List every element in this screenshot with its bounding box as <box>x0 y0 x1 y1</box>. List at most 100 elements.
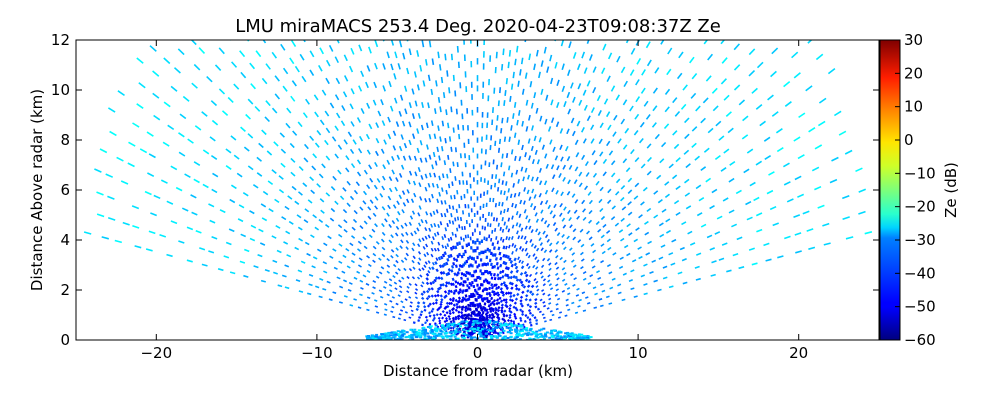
range-gate <box>440 298 444 302</box>
range-gate <box>808 127 816 133</box>
range-gate <box>250 83 256 90</box>
range-gate <box>497 301 501 305</box>
range-gate <box>526 284 531 289</box>
range-gate <box>498 178 501 184</box>
range-gate <box>401 276 405 280</box>
range-gate <box>319 119 325 126</box>
range-gate <box>590 138 595 144</box>
range-gate <box>672 97 678 104</box>
range-gate <box>827 67 836 75</box>
range-gate <box>431 266 435 271</box>
range-gate <box>455 208 458 214</box>
range-gate <box>504 273 508 277</box>
range-gate <box>436 198 440 204</box>
range-gate <box>549 310 553 313</box>
range-gate <box>661 208 667 213</box>
range-gate <box>249 210 255 215</box>
range-gate <box>408 48 412 56</box>
surface-gate <box>479 335 483 338</box>
range-gate <box>514 155 517 161</box>
range-gate <box>308 273 314 277</box>
surface-gate <box>569 337 573 339</box>
range-gate <box>651 259 657 263</box>
surface-gate <box>382 337 386 340</box>
range-gate <box>411 247 415 252</box>
range-gate <box>368 234 373 239</box>
range-gate <box>416 304 420 308</box>
y-tick-label: 8 <box>60 131 70 149</box>
range-gate <box>558 173 562 178</box>
range-gate <box>239 50 246 58</box>
range-gate <box>508 257 512 262</box>
range-gate <box>318 218 324 224</box>
range-gate <box>573 179 578 185</box>
range-gate <box>366 184 371 190</box>
range-gate <box>447 301 452 306</box>
range-gate <box>583 104 588 111</box>
range-gate <box>430 247 434 252</box>
surface-gate <box>433 335 436 338</box>
range-gate <box>425 272 430 277</box>
range-gate <box>510 298 515 303</box>
range-gate <box>291 40 297 48</box>
range-gate <box>512 293 516 298</box>
range-gate <box>615 191 620 196</box>
range-gate <box>561 241 566 245</box>
range-gate <box>499 226 502 231</box>
range-gate <box>586 80 591 87</box>
range-gate <box>408 316 412 319</box>
range-gate <box>437 125 440 131</box>
range-gate <box>504 303 508 308</box>
range-gate <box>210 154 218 160</box>
range-gate <box>495 298 500 302</box>
range-gate <box>418 238 422 243</box>
range-gate <box>510 149 514 155</box>
range-gate <box>574 199 579 204</box>
surface-gate <box>410 334 414 337</box>
range-gate <box>748 48 756 56</box>
range-gate <box>412 321 416 324</box>
range-gate <box>450 265 455 269</box>
range-gate <box>325 155 331 161</box>
range-gate <box>452 127 455 133</box>
range-gate <box>491 290 495 294</box>
range-gate <box>391 305 395 309</box>
range-gate <box>400 164 405 170</box>
surface-gate <box>470 327 474 330</box>
range-gate <box>454 317 458 321</box>
range-gate <box>343 219 348 224</box>
range-gate <box>495 217 498 222</box>
colorbar-tick-label: −30 <box>904 231 936 249</box>
range-gate <box>498 201 501 207</box>
range-gate <box>466 307 470 311</box>
range-gate <box>304 208 310 213</box>
range-gate <box>427 74 431 82</box>
range-gate <box>498 276 502 281</box>
range-gate <box>342 209 348 214</box>
range-gate <box>643 283 648 286</box>
range-gate <box>327 235 332 240</box>
range-gate <box>332 248 337 252</box>
range-gate <box>649 270 654 274</box>
range-gate <box>265 100 271 107</box>
range-gate <box>695 184 702 190</box>
range-gate <box>521 248 525 252</box>
range-gate <box>514 306 518 310</box>
range-gate <box>356 159 362 165</box>
range-gate <box>550 99 554 106</box>
range-gate <box>418 182 422 188</box>
range-gate <box>858 188 866 193</box>
range-gate <box>371 228 376 233</box>
range-gate <box>392 204 397 209</box>
range-gate <box>513 314 517 318</box>
range-gate <box>532 253 536 257</box>
surface-gate <box>446 325 450 328</box>
range-gate <box>609 286 614 290</box>
range-gate <box>563 259 567 264</box>
range-gate <box>491 242 495 247</box>
range-gate <box>170 85 178 92</box>
range-gate <box>518 156 522 162</box>
range-gate <box>566 128 570 135</box>
range-gate <box>845 236 854 240</box>
range-gate <box>491 307 495 311</box>
